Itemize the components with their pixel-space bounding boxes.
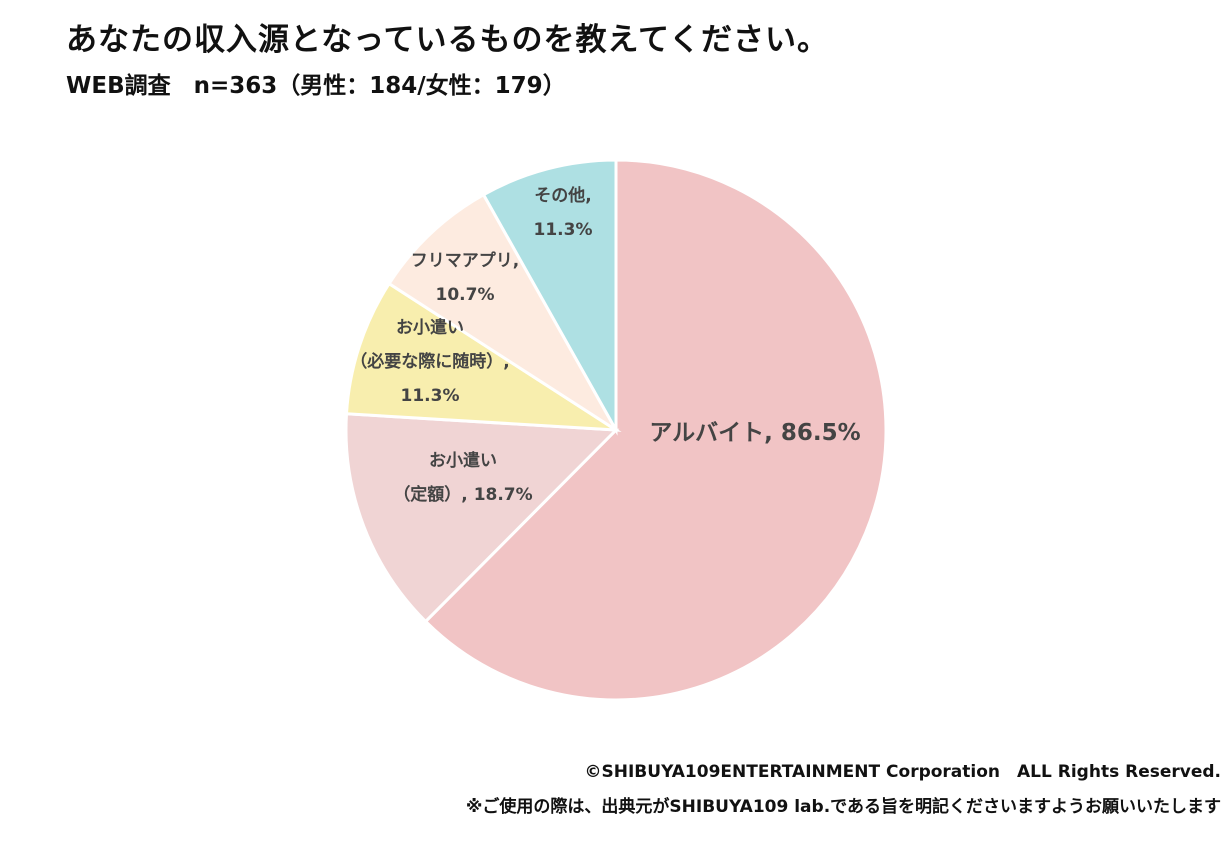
pie-slice-2	[344, 281, 622, 432]
chart-subtitle: WEB調査 n=363（男性：184/女性：179）	[66, 73, 566, 99]
data-label: （定額）, 18.7%	[393, 484, 532, 505]
pie-slice-0	[423, 158, 888, 702]
data-label: フリマアプリ,	[411, 250, 519, 271]
data-label: その他,	[534, 185, 591, 206]
pie-slice-1	[344, 412, 620, 624]
data-label: 11.3%	[534, 220, 593, 240]
data-label: お小遣い	[429, 450, 497, 471]
pie-slice-3	[387, 192, 618, 432]
pie-slice-4	[481, 158, 618, 436]
data-label: （必要な際に随時）,	[350, 351, 509, 372]
chart-title: あなたの収入源となっているものを教えてください。	[66, 22, 830, 58]
data-label: お小遣い	[396, 317, 464, 338]
usage-note: ※ご使用の際は、出典元がSHIBUYA109 lab.である旨を明記くださいます…	[465, 797, 1221, 817]
data-label: アルバイト, 86.5%	[649, 420, 860, 446]
data-label: 11.3%	[401, 386, 460, 406]
copyright: ©SHIBUYA109ENTERTAINMENT Corporation ALL…	[584, 762, 1221, 782]
data-label: 10.7%	[436, 285, 495, 305]
